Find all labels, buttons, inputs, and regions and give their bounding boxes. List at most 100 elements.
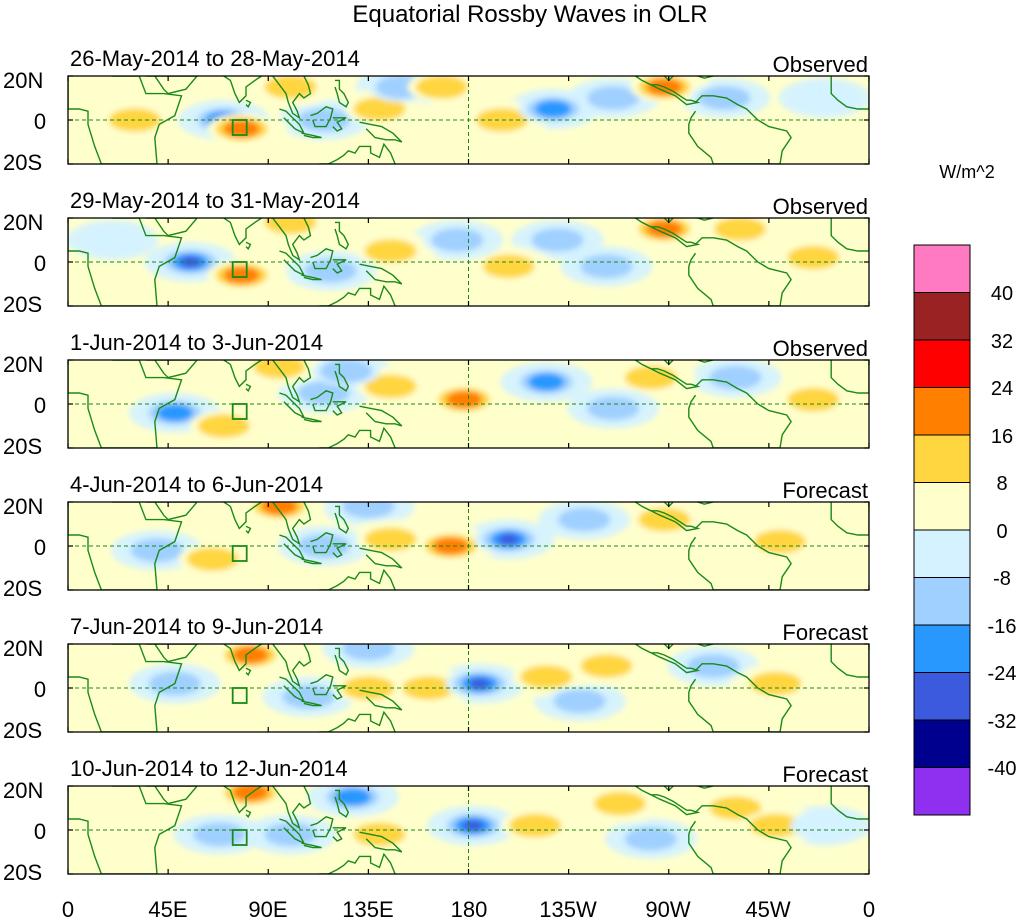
lon-label: 45E <box>148 897 187 922</box>
anomaly-contour <box>587 86 640 110</box>
coastline-newguinea <box>359 689 403 711</box>
coastline-westafrica <box>830 502 869 536</box>
anomaly-field <box>68 360 869 448</box>
panel-date-range: 1-Jun-2014 to 3-Jun-2014 <box>70 330 323 355</box>
anomaly-contour <box>253 360 306 379</box>
coastline-newguinea <box>359 831 403 853</box>
coastlines <box>68 360 869 448</box>
coastline-africa <box>68 76 183 164</box>
coastline-arabia <box>145 786 199 805</box>
anomaly-contour <box>787 245 840 270</box>
anomaly-contour <box>342 644 395 661</box>
panel-date-range: 26-May-2014 to 28-May-2014 <box>70 46 360 71</box>
coastline-caribbean <box>697 502 714 505</box>
anomaly-contour <box>749 671 802 696</box>
map-ticks <box>67 785 870 875</box>
anomaly-contour <box>431 228 484 252</box>
anomaly-contour <box>553 689 606 713</box>
coastline-arabia <box>145 76 199 95</box>
map-panel-2: 29-May-2014 to 31-May-2014 Observed 20N … <box>3 188 870 317</box>
colorbar-swatch <box>913 529 971 578</box>
panel-status: Observed <box>773 336 868 361</box>
anomaly-contour <box>364 527 417 552</box>
anomaly-contour <box>462 820 483 831</box>
anomaly-contour <box>790 810 859 841</box>
lat-label-north: 20N <box>3 68 43 93</box>
anomaly-contour <box>353 822 406 847</box>
coastline-sea <box>272 76 312 120</box>
coastline-philippines <box>334 647 350 676</box>
anomaly-contour <box>156 404 193 422</box>
lon-label: 0 <box>863 897 875 922</box>
map-ticks <box>67 359 870 449</box>
anomaly-contour <box>264 218 317 235</box>
coastline-westafrica <box>830 218 869 252</box>
coastlines <box>68 644 869 732</box>
colorbar-swatch <box>913 672 971 721</box>
coastline-westafrica <box>830 360 869 394</box>
colorbar-label: -8 <box>993 568 1011 590</box>
anomaly-contour <box>558 507 611 532</box>
coastline-sea <box>272 786 312 830</box>
lon-label: 0 <box>62 897 74 922</box>
lat-label-equator: 0 <box>34 109 46 134</box>
coastline-samerica <box>688 379 792 448</box>
coastline-india <box>223 786 262 814</box>
lat-label-north: 20N <box>3 636 43 661</box>
coastline-africa <box>68 360 183 448</box>
map-panel-4: 4-Jun-2014 to 6-Jun-2014 Forecast 20N 0 … <box>3 472 870 601</box>
coastline-philippines <box>334 789 350 818</box>
coastline-westafrica <box>830 786 869 820</box>
coastline-samerica <box>688 521 792 590</box>
coastline-india <box>223 218 262 246</box>
coastline-philippines <box>334 221 350 250</box>
anomaly-contour <box>342 502 395 519</box>
colorbar-label: -16 <box>988 616 1017 638</box>
coastline-arabia <box>145 644 199 663</box>
colorbar-swatch <box>913 624 971 673</box>
coastlines <box>68 76 869 164</box>
anomaly-contour <box>446 391 483 409</box>
map-panel-1: 26-May-2014 to 28-May-2014 Observed 20N … <box>3 46 870 175</box>
coastline-caribbean <box>697 644 714 647</box>
coastline-australia <box>319 852 396 874</box>
colorbar-label: 24 <box>991 378 1013 400</box>
anomaly-field <box>68 644 869 732</box>
colorbar: W/m^2 40 32 24 16 8 0 -8 -16 -24 -32 -40 <box>913 162 1017 816</box>
anomaly-contour <box>334 788 371 806</box>
coastline-sea <box>272 502 312 546</box>
coastline-java <box>301 558 322 565</box>
coastline-australia <box>319 426 396 448</box>
anomaly-contour <box>193 822 246 847</box>
anomaly-contour <box>580 254 633 279</box>
coastline-arabia <box>145 502 199 521</box>
panel-date-range: 29-May-2014 to 31-May-2014 <box>70 188 360 213</box>
map-ticks <box>67 643 870 733</box>
lat-label-south: 20S <box>3 576 42 601</box>
colorbar-swatch <box>913 767 971 816</box>
coastline-borneo <box>310 248 334 270</box>
anomaly-contour <box>498 534 519 545</box>
coastline-srilanka <box>245 525 252 534</box>
anomaly-contour <box>790 83 859 113</box>
coastline-sulawesi <box>332 117 347 132</box>
coastline-borneo <box>310 674 334 696</box>
colorbar-label: -40 <box>988 758 1017 780</box>
anomaly-contour <box>687 654 740 678</box>
anomaly-contour <box>364 374 417 399</box>
colorbar-swatch <box>913 719 971 768</box>
coastline-sumatra <box>279 250 306 277</box>
anomaly-contour <box>535 100 571 118</box>
panel-date-range: 4-Jun-2014 to 6-Jun-2014 <box>70 472 323 497</box>
coastlines <box>68 218 869 306</box>
coastline-sumatra <box>279 534 306 561</box>
coastline-sulawesi <box>332 259 347 274</box>
map-ticks <box>67 501 870 591</box>
anomaly-contour <box>261 502 298 515</box>
lon-label: 45W <box>745 897 790 922</box>
anomaly-contour <box>197 414 250 438</box>
colorbar-swatch <box>913 482 971 531</box>
lon-label: 90E <box>248 897 287 922</box>
anomaly-contour <box>709 796 762 820</box>
